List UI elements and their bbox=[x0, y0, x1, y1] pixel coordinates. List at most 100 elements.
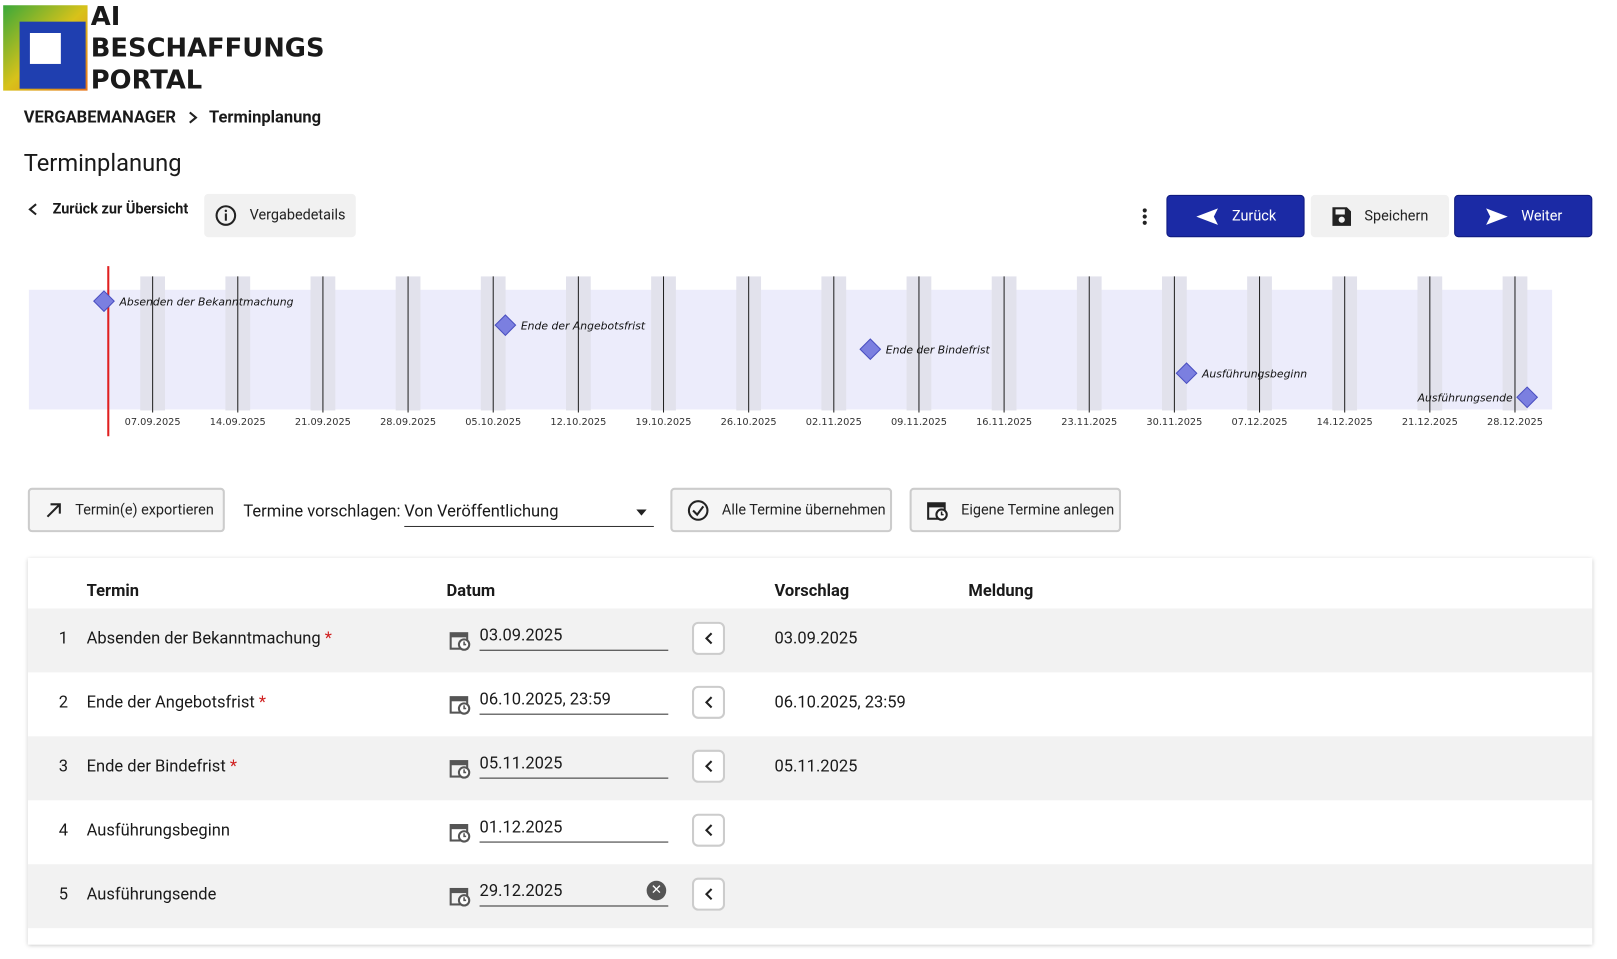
more-menu[interactable] bbox=[1139, 206, 1151, 227]
accept-all-button[interactable]: Alle Termine übernehmen bbox=[670, 487, 893, 533]
details-button[interactable]: Vergabedetails bbox=[204, 193, 356, 238]
icon bbox=[449, 887, 471, 907]
date-input[interactable]: 05.11.2025 bbox=[479, 752, 669, 779]
button-label: Zurück bbox=[1231, 207, 1277, 225]
breadcrumb-item: Terminplanung bbox=[209, 107, 322, 127]
tick-label: 05.10.2025 bbox=[465, 417, 521, 428]
icon bbox=[449, 760, 471, 779]
icon bbox=[927, 501, 948, 521]
milestone-label: Ende der Bindefrist bbox=[886, 343, 991, 356]
icon bbox=[704, 888, 713, 901]
button-label: Termin(e) exportieren bbox=[75, 501, 214, 519]
date-input[interactable]: 06.10.2025, 23:59 bbox=[479, 689, 669, 715]
icon bbox=[704, 824, 713, 837]
milestone-label: Ende der Angebotsfrist bbox=[521, 319, 646, 332]
suggestion: 05.11.2025 bbox=[774, 755, 858, 776]
termin: Absenden der Bekanntmachung * bbox=[87, 628, 332, 648]
tick-label: 23.11.2025 bbox=[1061, 417, 1117, 428]
dropdown-arrow bbox=[636, 509, 647, 516]
icon bbox=[704, 696, 713, 709]
suggest-select[interactable]: Von Veröffentlichung bbox=[404, 501, 654, 527]
table-row: 1 Absenden der Bekanntmachung * 03.09.2025 0… bbox=[27, 608, 1593, 673]
icon bbox=[215, 205, 237, 226]
logo-line: PORTAL bbox=[90, 64, 203, 95]
termin-name: Ausführungsende bbox=[86, 883, 217, 904]
timeline-band bbox=[28, 289, 1553, 410]
column-header: Datum bbox=[446, 580, 496, 601]
next-button[interactable]: Weiter bbox=[1454, 194, 1593, 238]
tick-label: 28.09.2025 bbox=[380, 417, 436, 428]
timeline: 07.09.2025 14.09.2025 21.09.2025 28.09.2025… bbox=[28, 266, 1553, 437]
page-title: Terminplanung bbox=[23, 149, 182, 178]
suggestion: 06.10.2025, 23:59 bbox=[774, 692, 906, 712]
table-row: 4 Ausführungsbeginn 01.12.2025 bbox=[28, 800, 1592, 864]
calendar-icon bbox=[449, 629, 472, 656]
logo bbox=[3, 5, 88, 91]
previous-button[interactable]: Zurück bbox=[1166, 194, 1305, 238]
button-label: Speichern bbox=[1364, 207, 1429, 225]
tick-label: 14.09.2025 bbox=[210, 417, 266, 428]
icon bbox=[449, 632, 471, 651]
button-label: Weiter bbox=[1521, 207, 1563, 225]
calendar-icon bbox=[449, 693, 472, 720]
logo-text: AI BESCHAFFUNGS PORTAL bbox=[91, 0, 325, 96]
export-button[interactable]: Termin(e) exportieren bbox=[27, 487, 225, 533]
tick-label: 19.10.2025 bbox=[636, 417, 692, 428]
clear-button[interactable]: ✕ bbox=[646, 880, 667, 901]
apply-suggestion-button[interactable] bbox=[692, 813, 726, 847]
save-button[interactable]: Speichern bbox=[1310, 194, 1449, 238]
termin-name: Absenden der Bekanntmachung bbox=[86, 628, 321, 648]
date-value: 05.11.2025 bbox=[479, 752, 563, 773]
date-value: 03.09.2025 bbox=[479, 624, 563, 645]
tick-label: 14.12.2025 bbox=[1317, 417, 1373, 428]
dates-table: Termin Datum Vorschlag Meldung 1 Absenden… bbox=[27, 557, 1593, 945]
row-number: 5 bbox=[58, 883, 69, 904]
button-label: Alle Termine übernehmen bbox=[721, 501, 886, 519]
breadcrumb-item[interactable]: VERGABEMANAGER bbox=[23, 107, 177, 127]
tick-label: 07.09.2025 bbox=[125, 417, 181, 428]
apply-suggestion-button[interactable] bbox=[692, 749, 726, 783]
button-label: Eigene Termine anlegen bbox=[961, 501, 1115, 519]
row-number: 3 bbox=[58, 755, 69, 776]
calendar-icon bbox=[449, 757, 472, 784]
back-link-text: Zurück zur Übersicht bbox=[52, 201, 189, 218]
icon bbox=[1486, 207, 1508, 225]
back-link[interactable]: Zurück zur Übersicht bbox=[26, 201, 188, 218]
tick-label: 28.12.2025 bbox=[1487, 417, 1543, 428]
required-mark: * bbox=[258, 692, 266, 712]
date-value: 01.12.2025 bbox=[479, 816, 563, 837]
button-label: Vergabedetails bbox=[249, 207, 346, 224]
milestone bbox=[1516, 386, 1539, 409]
tick-label: 21.12.2025 bbox=[1402, 417, 1458, 428]
icon bbox=[1332, 206, 1352, 226]
milestone bbox=[1175, 362, 1198, 385]
apply-suggestion-button[interactable] bbox=[692, 685, 726, 719]
tick-label: 12.10.2025 bbox=[550, 417, 606, 428]
termin: Ausführungsbeginn bbox=[87, 820, 230, 840]
date-input[interactable]: 29.12.2025 ✕ bbox=[479, 880, 669, 907]
apply-suggestion-button[interactable] bbox=[692, 877, 726, 911]
tick-label: 09.11.2025 bbox=[891, 417, 947, 428]
own-dates-button[interactable]: Eigene Termine anlegen bbox=[909, 487, 1122, 533]
apply-suggestion-button[interactable] bbox=[692, 621, 726, 655]
tick-label: 02.11.2025 bbox=[806, 417, 862, 428]
icon bbox=[449, 696, 471, 715]
suggest-label: Termine vorschlagen: bbox=[243, 501, 401, 521]
date-input[interactable]: 01.12.2025 bbox=[479, 816, 669, 843]
calendar-icon bbox=[449, 885, 472, 912]
required-mark: * bbox=[324, 628, 332, 648]
icon bbox=[449, 824, 471, 843]
termin: Ausführungsende bbox=[87, 884, 217, 904]
icon bbox=[1195, 207, 1218, 225]
milestone bbox=[494, 314, 517, 337]
icon bbox=[704, 632, 713, 645]
milestone-label: Ausführungsende bbox=[1417, 391, 1513, 404]
column-header: Termin bbox=[86, 580, 139, 601]
termin: Ende der Bindefrist * bbox=[87, 756, 237, 776]
select-value: Von Veröffentlichung bbox=[404, 501, 559, 521]
icon bbox=[46, 502, 61, 517]
logo-line: AI bbox=[90, 1, 121, 31]
date-input[interactable]: 03.09.2025 bbox=[479, 624, 669, 651]
suggestion: 03.09.2025 bbox=[774, 628, 858, 648]
table-row: 5 Ausführungsende 29.12.2025 ✕ bbox=[27, 864, 1593, 929]
